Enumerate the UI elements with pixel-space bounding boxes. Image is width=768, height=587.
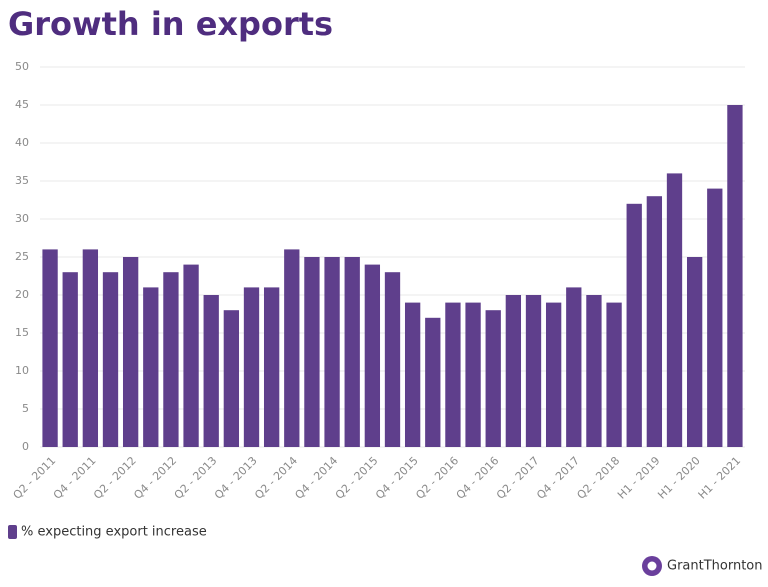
x-tick-label: Q2 - 2015: [333, 454, 381, 502]
bar: [404, 302, 421, 447]
legend-label: % expecting export increase: [21, 525, 207, 540]
y-tick-label: 45: [15, 98, 29, 111]
x-tick-label: Q4 - 2015: [373, 454, 421, 502]
bar: [445, 302, 461, 447]
x-tick-label: Q2 - 2011: [10, 454, 58, 502]
chart-title: Growth in exports: [8, 5, 333, 43]
bar: [42, 249, 58, 447]
bar: [203, 295, 219, 447]
bar: [163, 272, 179, 447]
bar: [263, 287, 280, 447]
logo: GrantThornton: [642, 556, 763, 576]
y-tick-label: 10: [15, 364, 29, 377]
bar: [284, 249, 300, 447]
bar: [425, 317, 441, 447]
y-tick-label: 0: [22, 440, 29, 453]
legend-swatch: [8, 525, 17, 539]
y-tick-label: 30: [15, 212, 29, 225]
y-tick-label: 35: [15, 174, 29, 187]
bar: [364, 264, 381, 447]
x-tick-label: H1 - 2021: [696, 454, 744, 502]
x-tick-label: Q4 - 2017: [534, 454, 582, 502]
x-tick-label: Q4 - 2011: [51, 454, 99, 502]
x-tick-label: Q2 - 2014: [252, 454, 300, 502]
x-tick-label: Q4 - 2012: [131, 454, 179, 502]
bar: [324, 257, 340, 447]
brand: GrantThornton: [667, 559, 763, 574]
logo-icon-inner: [647, 561, 657, 571]
x-tick-label: Q2 - 2016: [413, 454, 461, 502]
bar: [727, 105, 743, 447]
x-tick-label: Q4 - 2016: [454, 454, 502, 502]
bar: [465, 302, 481, 447]
bar: [586, 295, 602, 447]
bar: [344, 257, 360, 447]
bar: [223, 310, 240, 447]
bar: [62, 272, 78, 447]
bar: [122, 257, 139, 447]
bar: [243, 287, 260, 447]
bar: [485, 310, 501, 447]
x-tick-label: Q2 - 2018: [574, 454, 622, 502]
bar: [505, 295, 522, 447]
bar: [686, 257, 703, 447]
bar: [82, 249, 99, 447]
bar: [102, 272, 119, 447]
bar: [384, 272, 401, 447]
x-tick-label: H1 - 2019: [615, 454, 663, 502]
y-tick-label: 20: [15, 288, 29, 301]
bar: [606, 302, 622, 447]
y-tick-label: 15: [15, 326, 29, 339]
y-tick-label: 40: [15, 136, 29, 149]
x-tick-label: H1 - 2020: [655, 454, 703, 502]
x-tick-label: Q2 - 2017: [494, 454, 542, 502]
x-tick-label: Q2 - 2012: [91, 454, 139, 502]
x-tick-label: Q2 - 2013: [172, 454, 220, 502]
bar: [525, 295, 542, 447]
bar: [707, 188, 723, 447]
x-tick-label: Q4 - 2014: [292, 454, 340, 502]
bar: [304, 257, 320, 447]
bar: [626, 203, 642, 447]
bar: [143, 287, 159, 447]
bar: [566, 287, 582, 447]
bar: [183, 264, 199, 447]
y-tick-label: 50: [15, 60, 29, 73]
y-tick-label: 25: [15, 250, 29, 263]
x-tick-label: Q4 - 2013: [212, 454, 260, 502]
y-tick-label: 5: [22, 402, 29, 415]
bar: [545, 302, 562, 447]
bar: [646, 196, 663, 447]
bar: [666, 173, 683, 447]
